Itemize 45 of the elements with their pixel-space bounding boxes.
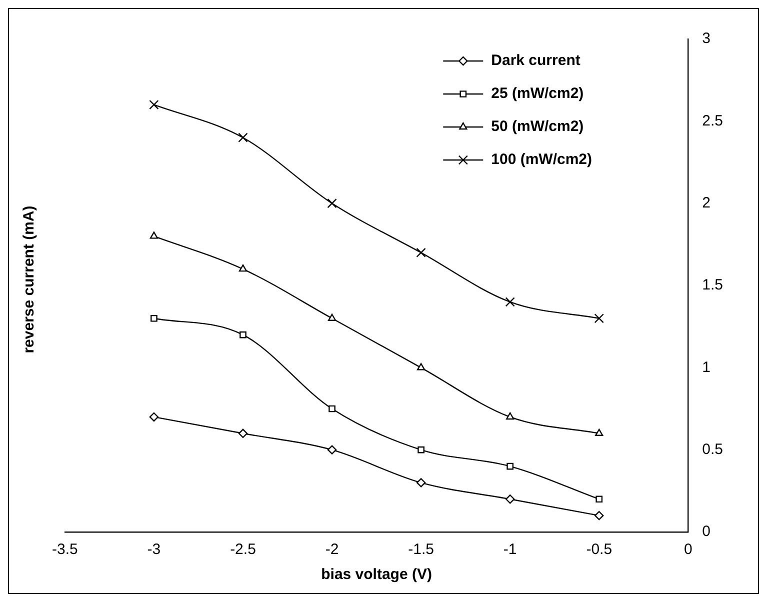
point: [505, 494, 515, 504]
legend-label: 25 (mW/cm2): [491, 85, 584, 102]
y-axis-title: reverse current (mA): [20, 205, 38, 353]
legend-label: 50 (mW/cm2): [491, 118, 584, 136]
point: [506, 412, 514, 420]
point: [594, 314, 604, 324]
x-tick-label: -3: [147, 541, 161, 558]
legend-label: 100 (mW/cm2): [491, 151, 592, 168]
point: [238, 428, 248, 438]
x-tick-label: -2: [325, 541, 339, 558]
point: [327, 198, 337, 208]
point: [416, 248, 426, 258]
point: [238, 264, 248, 272]
point: [416, 478, 426, 488]
point: [596, 496, 603, 503]
x-tick-label: -2.5: [230, 541, 256, 558]
point: [328, 314, 336, 321]
x-tick-label: -0.5: [586, 541, 612, 558]
point: [418, 446, 424, 454]
x-tick-label: -3.5: [52, 541, 78, 558]
point: [238, 132, 248, 142]
y-tick-label: 2: [702, 194, 710, 212]
point: [150, 232, 158, 239]
point: [416, 363, 426, 370]
x-tick-label: 0: [684, 541, 692, 558]
y-tick-label: 3: [702, 30, 710, 48]
y-tick-label: 2.5: [702, 112, 724, 130]
y-tick-label: 1.5: [702, 276, 724, 294]
y-tick-label: 0: [702, 523, 710, 540]
point: [327, 445, 337, 454]
y-tick-label: 1: [702, 358, 710, 376]
point: [240, 331, 246, 338]
x-tick-label: -1.5: [408, 541, 434, 558]
point: [150, 314, 158, 322]
point: [149, 412, 159, 422]
legend-label: Dark current: [491, 52, 580, 70]
point: [149, 100, 159, 110]
y-tick-label: 0.5: [702, 440, 724, 458]
point: [328, 405, 336, 412]
point: [505, 297, 515, 307]
x-tick-label: -1: [503, 541, 517, 558]
point: [595, 428, 604, 436]
point: [594, 510, 604, 520]
point: [506, 462, 514, 470]
x-axis-title: bias voltage (V): [321, 566, 432, 584]
